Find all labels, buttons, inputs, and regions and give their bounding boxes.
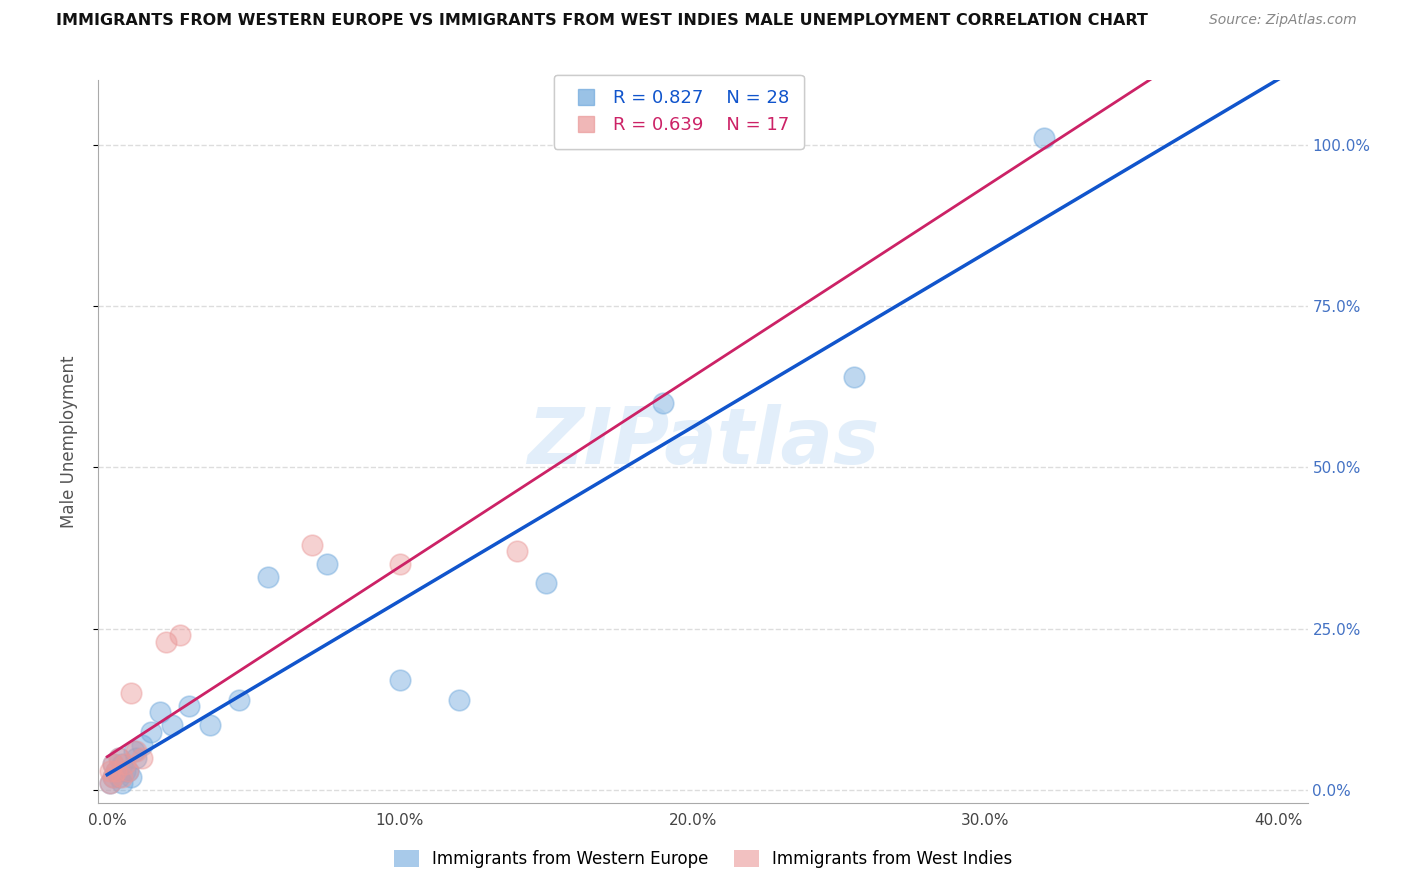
Point (111, 776, 134, 790)
Point (114, 764, 136, 778)
Point (101, 770, 124, 784)
Point (131, 738, 153, 752)
Point (108, 750, 131, 764)
Point (125, 750, 148, 764)
Point (111, 770, 134, 784)
Point (257, 570, 280, 584)
Point (101, 757, 124, 772)
Point (447, 692, 470, 706)
Point (122, 744, 145, 758)
Point (104, 764, 127, 778)
Point (169, 628, 191, 642)
Point (98, 764, 121, 778)
Point (108, 770, 131, 784)
Point (155, 634, 177, 648)
Text: IMMIGRANTS FROM WESTERN EUROPE VS IMMIGRANTS FROM WEST INDIES MALE UNEMPLOYMENT : IMMIGRANTS FROM WESTERN EUROPE VS IMMIGR… (56, 13, 1149, 29)
Point (160, 718, 183, 732)
Point (131, 750, 153, 764)
Point (108, 750, 131, 764)
Point (506, 544, 529, 558)
Point (149, 706, 172, 720)
Point (101, 757, 124, 772)
Text: Source: ZipAtlas.com: Source: ZipAtlas.com (1209, 13, 1357, 28)
Point (228, 692, 250, 706)
Text: ZIPatlas: ZIPatlas (527, 403, 879, 480)
Point (315, 557, 337, 571)
Point (117, 764, 139, 778)
Point (120, 770, 142, 784)
Point (101, 770, 124, 784)
Point (117, 764, 139, 778)
Point (301, 538, 323, 552)
Point (120, 686, 142, 700)
Point (111, 757, 134, 772)
Point (179, 699, 201, 714)
Point (198, 718, 221, 732)
Point (388, 557, 411, 571)
Point (388, 673, 411, 688)
Point (1033, 131, 1056, 145)
Point (98, 776, 121, 790)
Legend: R = 0.827    N = 28, R = 0.639    N = 17: R = 0.827 N = 28, R = 0.639 N = 17 (554, 75, 804, 149)
Point (114, 757, 136, 772)
Legend: Immigrants from Western Europe, Immigrants from West Indies: Immigrants from Western Europe, Immigran… (387, 843, 1019, 875)
Point (125, 744, 148, 758)
Y-axis label: Male Unemployment: Male Unemployment (59, 355, 77, 528)
Point (536, 576, 558, 591)
Point (652, 396, 675, 410)
Point (139, 724, 162, 739)
Point (842, 370, 865, 384)
Point (104, 764, 127, 778)
Point (98, 776, 121, 790)
